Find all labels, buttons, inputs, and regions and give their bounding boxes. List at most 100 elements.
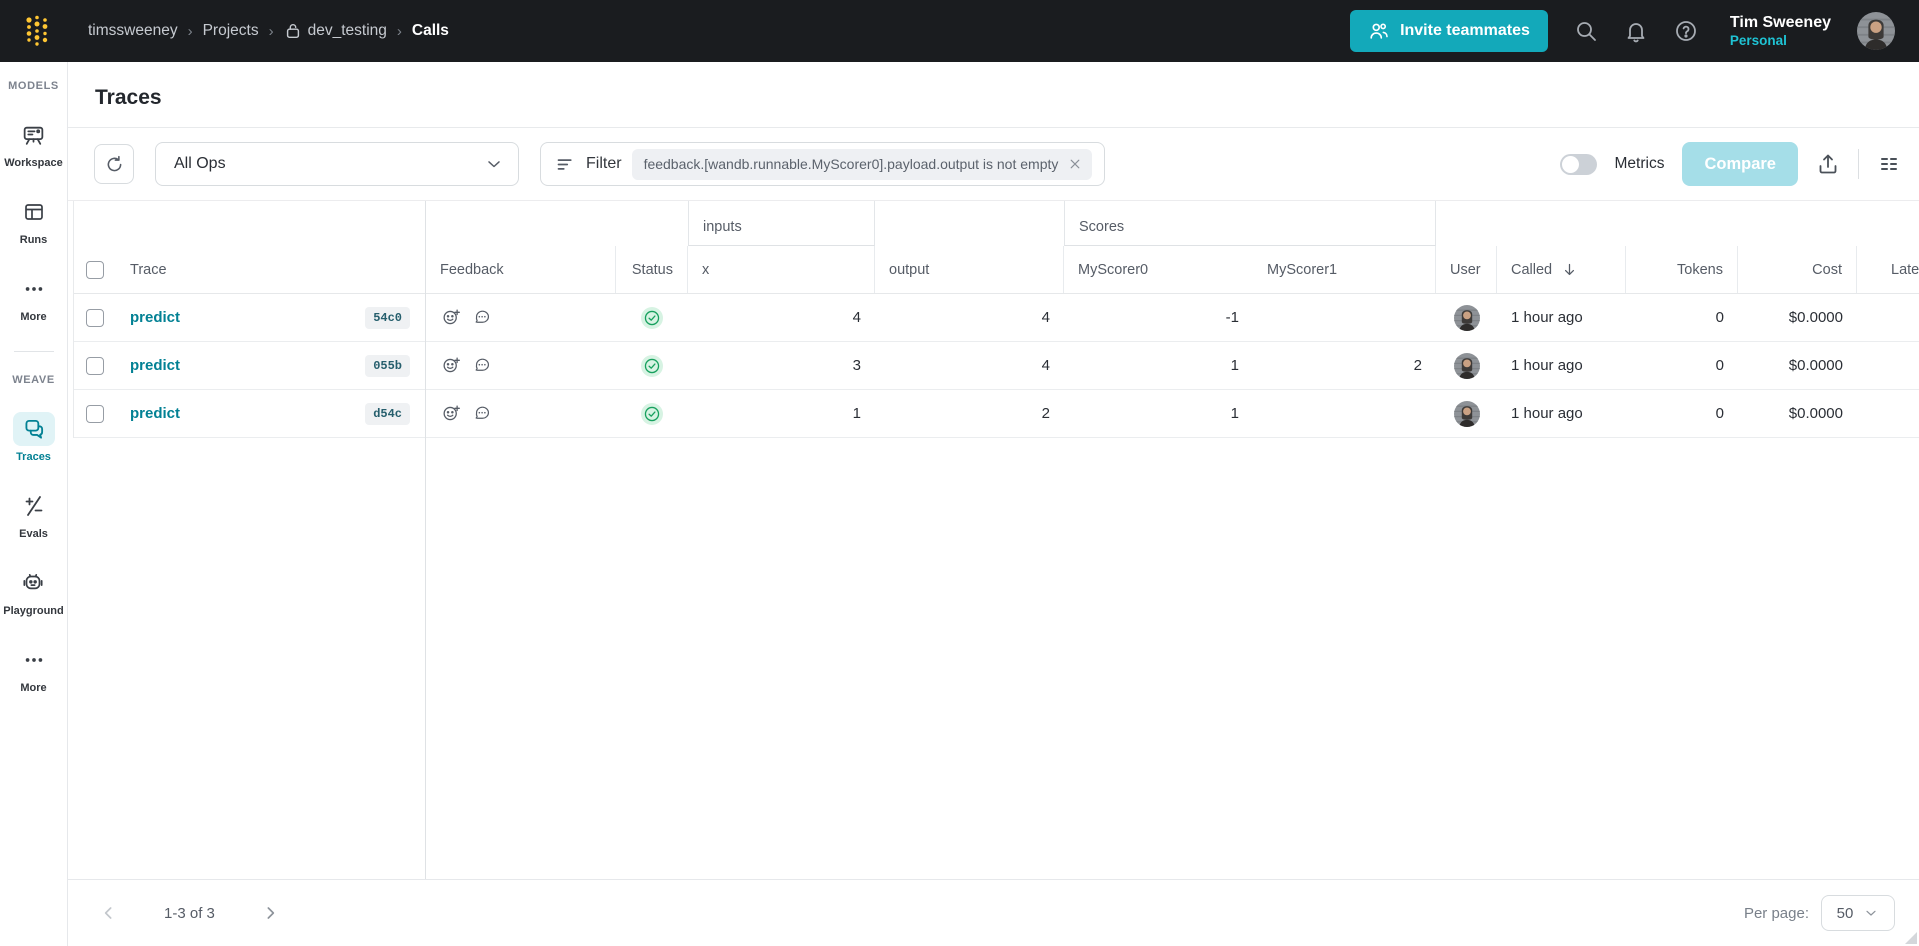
filter-bar[interactable]: Filter feedback.[wandb.runnable.MyScorer… [540, 142, 1106, 186]
user-scope: Personal [1729, 32, 1787, 48]
trace-link[interactable]: predict [130, 357, 181, 374]
cell-latency: 0s [1857, 342, 1919, 389]
row-checkbox[interactable] [86, 308, 104, 327]
user-avatar[interactable] [1453, 304, 1480, 331]
add-reaction-icon[interactable] [442, 404, 461, 423]
pagination-range: 1-3 of 3 [164, 904, 215, 922]
refresh-icon [107, 155, 121, 171]
col-header-called[interactable]: Called [1497, 246, 1626, 293]
search-icon[interactable] [1574, 19, 1598, 43]
cell-myscorer0: 1 [1230, 405, 1239, 422]
group-header-scores: Scores [1064, 201, 1436, 246]
col-header-latency[interactable]: Latency [1891, 261, 1919, 278]
table-footer: 1-3 of 3 Per page: 50 [68, 879, 1919, 946]
table-row[interactable]: predict 54c0 4 4 -1 1 hour ago [74, 294, 1919, 342]
col-header-cost[interactable]: Cost [1738, 246, 1857, 293]
user-avatar[interactable] [1453, 352, 1480, 379]
breadcrumb-entity[interactable]: timssweeney [88, 22, 178, 39]
help-icon[interactable] [1674, 19, 1698, 43]
breadcrumb-projects[interactable]: Projects [202, 22, 259, 39]
table-group-header-row: inputs Scores [74, 201, 1919, 246]
chevron-right-icon: › [268, 22, 274, 40]
sidebar-item-playground[interactable]: Playground [3, 566, 64, 617]
comment-icon[interactable] [473, 356, 492, 375]
sidebar-section-models: MODELS [8, 80, 59, 92]
toolbar-divider [1858, 149, 1859, 179]
user-avatar[interactable] [1453, 400, 1480, 427]
trace-id-chip[interactable]: d54c [365, 402, 410, 425]
add-reaction-icon[interactable] [442, 308, 461, 327]
frozen-column-divider[interactable] [425, 201, 426, 879]
avatar[interactable] [1857, 12, 1895, 50]
row-checkbox[interactable] [86, 404, 104, 423]
prev-page-button[interactable] [98, 902, 120, 924]
breadcrumb-calls[interactable]: Calls [411, 22, 449, 39]
col-header-feedback[interactable]: Feedback [426, 246, 616, 293]
sidebar-item-more-weave[interactable]: More [13, 643, 55, 694]
cell-x: 3 [852, 357, 861, 374]
compare-button[interactable]: Compare [1682, 142, 1798, 186]
table-row[interactable]: predict d54c 1 2 1 1 hour ago [74, 390, 1919, 438]
status-success-icon [641, 402, 663, 425]
per-page-label: Per page: [1743, 904, 1809, 922]
ops-filter-dropdown[interactable]: All Ops [155, 142, 519, 186]
evals-icon [25, 496, 42, 516]
add-reaction-icon[interactable] [442, 356, 461, 375]
sidebar-divider [13, 351, 54, 352]
col-header-trace[interactable]: Trace [130, 261, 167, 278]
chevron-down-icon [1866, 910, 1876, 916]
cell-myscorer0: -1 [1225, 309, 1239, 326]
cell-cost: $0.0000 [1788, 357, 1843, 374]
sidebar-item-more-models[interactable]: More [13, 272, 55, 323]
filter-chip[interactable]: feedback.[wandb.runnable.MyScorer0].payl… [631, 148, 1093, 180]
col-header-x[interactable]: x [688, 246, 875, 293]
chevron-down-icon [488, 161, 500, 168]
lock-icon [286, 23, 299, 39]
row-checkbox[interactable] [86, 356, 104, 375]
remove-filter-icon[interactable] [1068, 157, 1082, 171]
trace-id-chip[interactable]: 54c0 [365, 306, 410, 329]
cell-output: 4 [1041, 357, 1050, 374]
table-row[interactable]: predict 055b 3 4 1 2 1 hour ago [74, 342, 1919, 390]
col-header-output[interactable]: output [875, 246, 1064, 293]
wandb-logo-icon[interactable] [22, 14, 52, 48]
col-header-user[interactable]: User [1436, 246, 1497, 293]
next-page-button[interactable] [259, 902, 281, 924]
sidebar-item-runs[interactable]: Runs [13, 195, 55, 246]
col-header-tokens[interactable]: Tokens [1626, 246, 1738, 293]
col-header-myscorer1[interactable]: MyScorer1 [1253, 246, 1436, 293]
breadcrumb-project[interactable]: dev_testing [284, 21, 387, 41]
table-header-row: Trace Feedback Status x output MyScorer0… [74, 246, 1919, 294]
col-header-myscorer0[interactable]: MyScorer0 [1078, 261, 1149, 278]
cell-x: 1 [852, 405, 861, 422]
col-header-status[interactable]: Status [616, 246, 688, 293]
cell-tokens: 0 [1715, 357, 1724, 374]
manage-columns-icon[interactable] [1877, 152, 1901, 176]
select-all-checkbox[interactable] [86, 260, 104, 279]
trace-link[interactable]: predict [130, 405, 181, 422]
trace-link[interactable]: predict [130, 309, 181, 326]
comment-icon[interactable] [473, 404, 492, 423]
export-icon[interactable] [1816, 152, 1840, 176]
user-block[interactable]: Tim Sweeney Personal [1730, 13, 1831, 50]
breadcrumb: timssweeney › Projects › dev_testing › C… [88, 21, 449, 41]
per-page-select[interactable]: 50 [1821, 895, 1895, 931]
comment-icon[interactable] [473, 308, 492, 327]
metrics-toggle[interactable] [1559, 153, 1597, 175]
notifications-bell-icon[interactable] [1624, 19, 1648, 43]
invite-teammates-button[interactable]: Invite teammates [1350, 10, 1548, 52]
trace-id-chip[interactable]: 055b [365, 354, 410, 377]
cell-tokens: 0 [1715, 405, 1724, 422]
sidebar-item-traces[interactable]: Traces [12, 412, 55, 463]
resize-handle[interactable] [1905, 932, 1917, 944]
sidebar-item-workspace[interactable]: Workspace [4, 118, 63, 169]
sidebar-item-evals[interactable]: Evals [13, 489, 55, 540]
cell-myscorer0: 1 [1230, 357, 1239, 374]
cell-myscorer1: 2 [1413, 357, 1422, 374]
traces-icon [24, 419, 43, 439]
refresh-button[interactable] [94, 144, 134, 184]
sort-descending-icon [1565, 263, 1575, 276]
chevron-right-icon: › [187, 22, 193, 40]
filter-label: Filter [586, 155, 622, 172]
people-icon [1370, 23, 1388, 39]
